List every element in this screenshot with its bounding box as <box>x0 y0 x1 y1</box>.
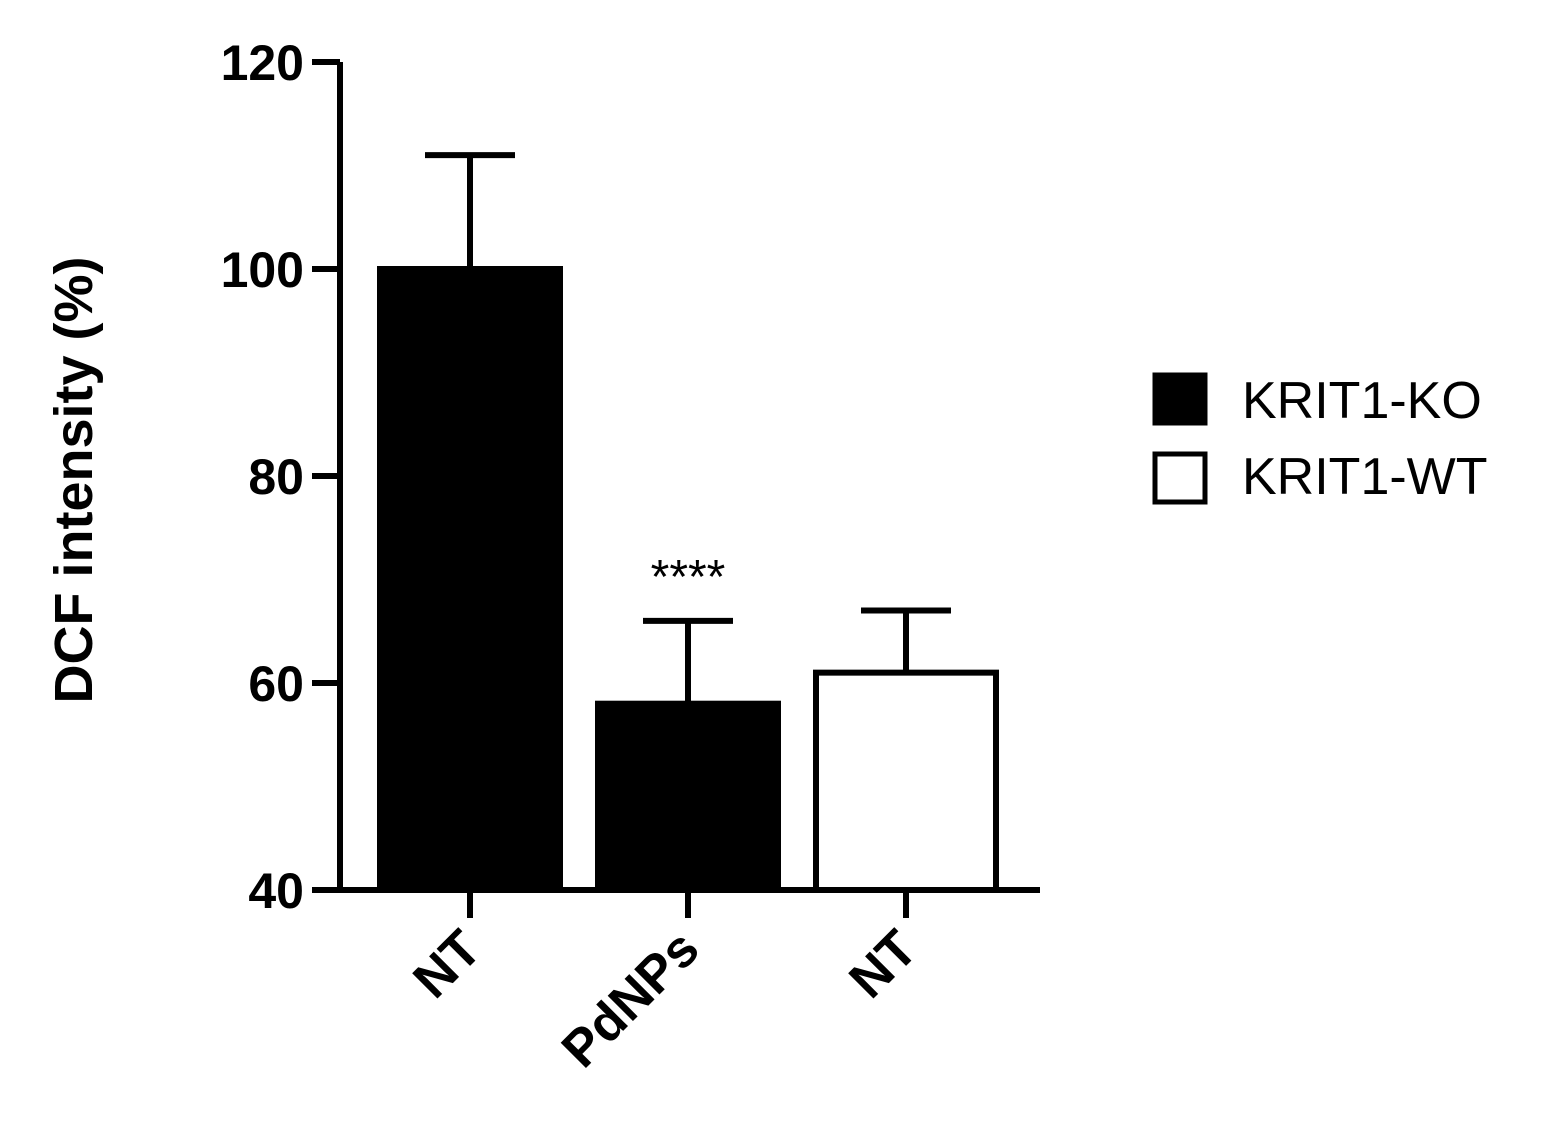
legend: KRIT1-KO KRIT1-WT <box>1152 372 1488 506</box>
x-category-label-1: PdNPs <box>551 919 711 1079</box>
significance-annotation: **** <box>651 551 726 604</box>
y-tick-label-60: 60 <box>248 656 304 712</box>
bar-0 <box>377 266 563 893</box>
x-category-label-2: NT <box>838 919 928 1009</box>
axes-layer: 40 60 80 100 120 NT PdNPs NT <box>221 35 1040 1079</box>
y-tick-label-40: 40 <box>248 863 304 919</box>
y-axis-label: DCF intensity (%) <box>44 256 104 703</box>
bar-2 <box>813 669 999 894</box>
legend-swatch-krit1-ko <box>1152 372 1208 426</box>
bars-layer: **** <box>377 152 999 894</box>
y-tick-label-100: 100 <box>221 242 304 298</box>
legend-label-krit1-ko: KRIT1-KO <box>1242 372 1482 430</box>
x-category-label-0: NT <box>402 919 492 1009</box>
legend-swatch-krit1-wt <box>1152 451 1208 505</box>
y-tick-label-120: 120 <box>221 35 304 91</box>
legend-label-krit1-wt: KRIT1-WT <box>1242 448 1488 506</box>
bar-1 <box>595 700 781 894</box>
y-tick-label-80: 80 <box>248 449 304 505</box>
